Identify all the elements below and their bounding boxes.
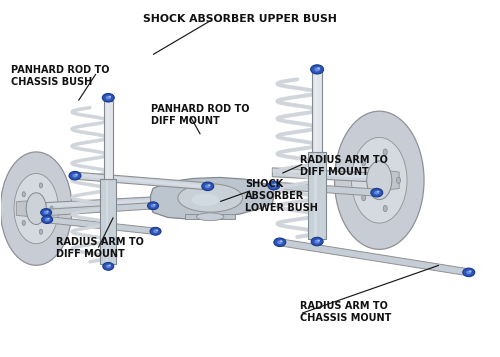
Circle shape	[106, 265, 111, 268]
Circle shape	[108, 265, 111, 266]
Polygon shape	[100, 179, 116, 263]
Polygon shape	[186, 214, 235, 219]
Circle shape	[40, 208, 52, 216]
Circle shape	[377, 191, 380, 192]
Polygon shape	[75, 173, 208, 188]
Circle shape	[314, 240, 320, 243]
Text: SHOCK
ABSORBER
LOWER BUSH: SHOCK ABSORBER LOWER BUSH	[245, 178, 318, 212]
Polygon shape	[104, 101, 112, 179]
Ellipse shape	[40, 229, 42, 234]
Polygon shape	[314, 152, 317, 239]
Polygon shape	[380, 170, 399, 191]
Circle shape	[153, 230, 158, 233]
Ellipse shape	[22, 220, 26, 226]
Text: SHOCK ABSORBER UPPER BUSH: SHOCK ABSORBER UPPER BUSH	[143, 14, 337, 24]
Polygon shape	[150, 177, 274, 219]
Circle shape	[75, 174, 78, 176]
Circle shape	[153, 204, 156, 206]
Text: PANHARD ROD TO
DIFF MOUNT: PANHARD ROD TO DIFF MOUNT	[150, 104, 249, 126]
Ellipse shape	[192, 193, 219, 206]
Ellipse shape	[362, 195, 366, 201]
Polygon shape	[106, 101, 108, 179]
Ellipse shape	[196, 213, 224, 221]
Polygon shape	[308, 152, 326, 239]
Circle shape	[318, 67, 320, 69]
Polygon shape	[75, 172, 208, 190]
Circle shape	[202, 182, 213, 191]
Ellipse shape	[50, 206, 53, 211]
Polygon shape	[274, 182, 377, 196]
Ellipse shape	[14, 174, 59, 244]
Circle shape	[48, 218, 50, 220]
Circle shape	[277, 240, 282, 244]
Ellipse shape	[26, 193, 46, 225]
Circle shape	[106, 96, 111, 100]
Polygon shape	[46, 197, 153, 211]
Ellipse shape	[22, 192, 26, 197]
Polygon shape	[46, 202, 153, 216]
Circle shape	[268, 181, 280, 190]
Ellipse shape	[178, 184, 242, 212]
Circle shape	[150, 227, 161, 235]
Ellipse shape	[362, 160, 366, 166]
Circle shape	[274, 238, 286, 247]
Ellipse shape	[0, 152, 72, 265]
Circle shape	[205, 184, 210, 188]
Circle shape	[102, 94, 115, 102]
Circle shape	[271, 183, 276, 187]
Circle shape	[156, 230, 158, 231]
Circle shape	[469, 270, 472, 272]
Circle shape	[44, 218, 50, 221]
Circle shape	[108, 96, 111, 97]
Ellipse shape	[366, 161, 392, 200]
Circle shape	[311, 237, 323, 246]
Polygon shape	[272, 168, 377, 182]
Polygon shape	[47, 216, 156, 235]
Circle shape	[72, 174, 78, 177]
Circle shape	[150, 204, 156, 207]
Circle shape	[46, 211, 48, 212]
Circle shape	[208, 184, 210, 186]
Polygon shape	[106, 179, 108, 263]
Circle shape	[371, 188, 383, 197]
Polygon shape	[272, 169, 377, 179]
Circle shape	[44, 211, 49, 214]
Circle shape	[318, 240, 320, 241]
Ellipse shape	[334, 111, 424, 249]
Text: RADIUS ARM TO
CHASSIS MOUNT: RADIUS ARM TO CHASSIS MOUNT	[300, 301, 391, 323]
Polygon shape	[315, 72, 317, 152]
Text: RADIUS ARM TO
DIFF MOUNT: RADIUS ARM TO DIFF MOUNT	[56, 237, 144, 259]
Ellipse shape	[40, 183, 42, 188]
Polygon shape	[46, 200, 153, 207]
Circle shape	[103, 262, 114, 270]
Circle shape	[280, 240, 282, 242]
Ellipse shape	[383, 149, 387, 155]
Circle shape	[463, 268, 474, 277]
Text: RADIUS ARM TO
DIFF MOUNT: RADIUS ARM TO DIFF MOUNT	[300, 156, 388, 177]
Polygon shape	[312, 72, 322, 152]
Ellipse shape	[352, 137, 407, 223]
Circle shape	[466, 271, 471, 274]
Circle shape	[310, 65, 324, 74]
Circle shape	[374, 191, 380, 195]
Polygon shape	[280, 239, 469, 276]
Circle shape	[274, 183, 276, 185]
Circle shape	[69, 171, 81, 180]
Ellipse shape	[383, 205, 387, 212]
Circle shape	[314, 67, 320, 71]
Polygon shape	[16, 200, 36, 217]
Circle shape	[148, 202, 158, 210]
Circle shape	[42, 216, 52, 223]
Text: PANHARD ROD TO
CHASSIS BUSH: PANHARD ROD TO CHASSIS BUSH	[12, 65, 110, 87]
Ellipse shape	[396, 177, 400, 183]
